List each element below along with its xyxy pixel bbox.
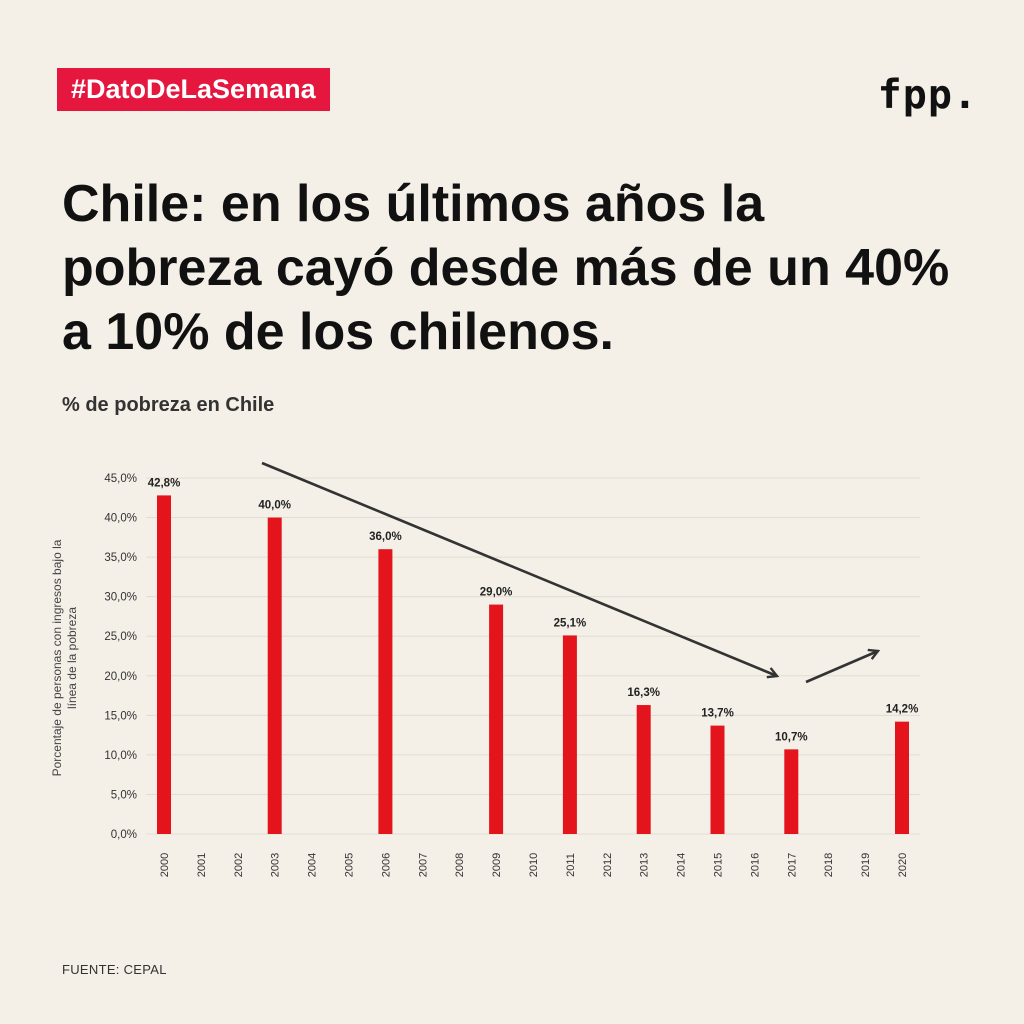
- data-label-2020: 14,2%: [886, 704, 919, 716]
- x-tick-label-2001: 2001: [196, 853, 208, 877]
- bar-2020: [895, 721, 909, 834]
- source-note: FUENTE: CEPAL: [62, 962, 167, 977]
- y-tick-label: 45,0%: [104, 473, 137, 485]
- x-tick-label-2011: 2011: [565, 853, 577, 877]
- x-tick-label-2012: 2012: [602, 853, 614, 877]
- data-label-2011: 25,1%: [554, 617, 587, 629]
- upward-trend-arrow: [805, 651, 878, 684]
- x-tick-label-2000: 2000: [159, 853, 171, 877]
- bar-2009: [489, 604, 504, 834]
- x-tick-label-2004: 2004: [307, 853, 319, 877]
- data-label-2017: 10,7%: [775, 731, 808, 743]
- chart-grid: [146, 477, 920, 835]
- x-tick-label-2010: 2010: [528, 853, 540, 877]
- bar-2011: [562, 635, 577, 834]
- hashtag-badge: #DatoDeLaSemana: [57, 68, 330, 111]
- y-tick-label: 30,0%: [104, 592, 137, 604]
- bars: [157, 495, 909, 834]
- y-tick-label: 40,0%: [104, 513, 137, 525]
- data-label-2009: 29,0%: [480, 587, 513, 599]
- x-tick-label-2003: 2003: [270, 853, 282, 877]
- x-tick-label-2002: 2002: [233, 853, 245, 877]
- chart-title: % de pobreza en Chile: [62, 394, 275, 416]
- bar-2017: [784, 749, 799, 834]
- data-label-2015: 13,7%: [701, 708, 734, 720]
- x-tick-label-2007: 2007: [417, 853, 429, 877]
- y-tick-label: 10,0%: [104, 750, 137, 762]
- bar-2003: [267, 517, 282, 834]
- poverty-bar-chart: 0,0% 5,0% 10,0% 15,0% 20,0% 25,0% 30,0% 35,0% 40…: [50, 461, 920, 877]
- x-tick-label-2019: 2019: [860, 853, 872, 877]
- bar-2015: [710, 725, 725, 834]
- x-axis-tick-labels: 2000 2001 2002 2003 2004 2005 2006 2007 2008 2009…: [159, 853, 909, 877]
- x-tick-label-2020: 2020: [897, 853, 909, 877]
- y-tick-label: 25,0%: [104, 631, 137, 643]
- downward-trend-arrow: [261, 461, 777, 676]
- x-tick-label-2005: 2005: [344, 853, 356, 877]
- y-axis-label: Porcentaje de personas con ingresos bajo…: [50, 539, 79, 776]
- y-tick-label: 15,0%: [104, 710, 137, 722]
- x-tick-label-2013: 2013: [639, 853, 651, 877]
- x-tick-label-2017: 2017: [786, 853, 798, 877]
- bar-2000: [157, 495, 171, 834]
- x-tick-label-2016: 2016: [749, 853, 761, 877]
- x-tick-label-2008: 2008: [454, 853, 466, 877]
- x-tick-label-2009: 2009: [491, 853, 503, 877]
- y-tick-label: 20,0%: [104, 671, 137, 683]
- data-label-2000: 42,8%: [148, 477, 181, 489]
- bar-2013: [636, 705, 651, 834]
- bar-2006: [378, 549, 393, 834]
- fpp-logo: fpp.: [877, 72, 978, 118]
- y-axis-tick-labels: 0,0% 5,0% 10,0% 15,0% 20,0% 25,0% 30,0% 35,0% 40…: [104, 473, 137, 841]
- x-tick-label-2015: 2015: [713, 853, 725, 877]
- data-label-2003: 40,0%: [258, 500, 291, 512]
- x-tick-label-2014: 2014: [676, 853, 688, 877]
- y-tick-label: 5,0%: [111, 789, 137, 801]
- data-labels: 42,8% 40,0% 36,0% 29,0% 25,1% 16,3% 13,7% 10,7%…: [148, 477, 919, 743]
- data-label-2013: 16,3%: [627, 687, 660, 699]
- y-tick-label: 35,0%: [104, 552, 137, 564]
- y-tick-label: 0,0%: [111, 829, 137, 841]
- data-label-2006: 36,0%: [369, 531, 402, 543]
- headline: Chile: en los últimos años la pobreza ca…: [62, 175, 950, 361]
- x-tick-label-2018: 2018: [823, 853, 835, 877]
- x-tick-label-2006: 2006: [380, 853, 392, 877]
